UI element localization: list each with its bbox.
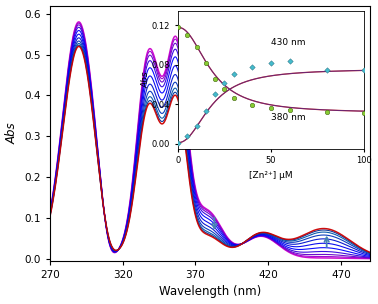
Y-axis label: Abs: Abs bbox=[6, 123, 19, 144]
X-axis label: Wavelength (nm): Wavelength (nm) bbox=[159, 285, 261, 299]
